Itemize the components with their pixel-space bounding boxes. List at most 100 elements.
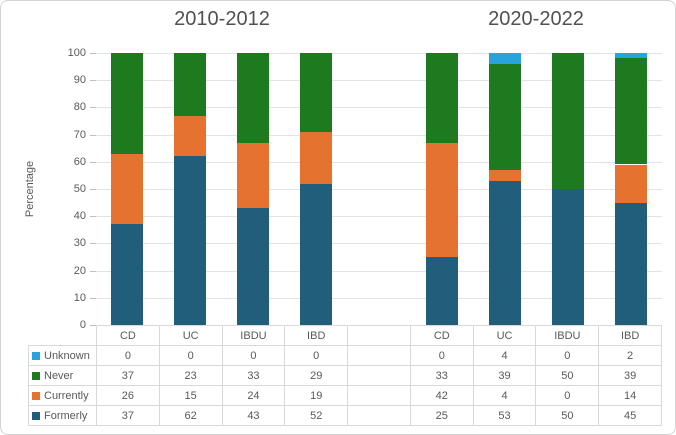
table-header-cell: IBD <box>599 326 662 346</box>
bar-segment-formerly <box>488 180 521 325</box>
y-tick-label: 20 <box>73 264 86 277</box>
bar-segment-never <box>551 53 584 189</box>
table-value-cell: 26 <box>97 386 160 406</box>
gridline <box>96 270 662 272</box>
legend-item-label: Formerly <box>44 409 88 422</box>
axis-tick <box>90 216 96 218</box>
bar-segment-currently <box>488 170 521 181</box>
bar-segment-unknown <box>614 53 647 59</box>
legend-item-label: Currently <box>44 389 89 402</box>
y-tick-label: 0 <box>79 319 86 331</box>
group-title-left: 2010-2012 <box>174 8 270 30</box>
table-value-cell: 39 <box>599 366 662 386</box>
bar-segment-never <box>425 53 458 143</box>
table-value-cell: 29 <box>285 366 349 386</box>
table-value-cell: 0 <box>285 346 349 366</box>
table-value-cell: 43 <box>222 406 286 426</box>
table-spacer-cell <box>348 366 411 386</box>
axis-tick <box>90 189 96 190</box>
legend-item-label: Unknown <box>44 349 90 362</box>
table-value-cell: 4 <box>473 346 537 366</box>
table-header-cell: IBD <box>285 326 349 346</box>
bar-segment-currently <box>237 142 270 209</box>
axis-tick <box>90 243 96 245</box>
gridline <box>96 80 662 82</box>
axis-tick <box>90 53 96 54</box>
legend-color-swatch <box>32 391 40 400</box>
axis-tick <box>90 134 96 136</box>
table-value-cell: 0 <box>97 346 160 366</box>
table-value-cell: 25 <box>410 406 474 426</box>
table-value-cell: 14 <box>599 386 662 406</box>
gridline <box>96 189 662 190</box>
data-table: CD UC IBDU IBD CD UC IBDU IBD 0 0 0 0 0 4 0 2 37 23 33 29 33… <box>96 325 662 426</box>
axis-tick <box>90 270 96 272</box>
bar-segment-formerly <box>614 202 647 325</box>
table-value-cell: 50 <box>536 406 600 426</box>
y-tick-label: 60 <box>73 155 86 168</box>
gridline <box>96 161 662 163</box>
y-tick-label: 90 <box>73 74 86 87</box>
gridline <box>96 297 662 299</box>
legend-item-unknown: Unknown <box>29 346 96 366</box>
y-tick-label: 100 <box>67 47 86 59</box>
table-value-cell: 19 <box>285 386 349 406</box>
table-header-cell: IBDU <box>222 326 286 346</box>
bar-segment-never <box>111 53 144 154</box>
table-value-cell: 37 <box>97 406 160 426</box>
legend-color-swatch <box>32 411 40 420</box>
table-value-cell: 39 <box>473 366 537 386</box>
table-value-cell: 62 <box>159 406 223 426</box>
table-value-cell: 23 <box>159 366 223 386</box>
table-header-cell: CD <box>410 326 474 346</box>
group-title-right: 2020-2022 <box>488 8 584 30</box>
bar-segment-currently <box>174 115 207 157</box>
bar-segment-never <box>614 58 647 165</box>
table-spacer-cell <box>348 346 411 366</box>
gridline <box>96 134 662 136</box>
bar-segment-never <box>488 63 521 170</box>
table-header-cell: UC <box>473 326 537 346</box>
table-value-cell: 50 <box>536 366 600 386</box>
y-tick-label: 30 <box>73 237 86 250</box>
table-value-cell: 4 <box>473 386 537 406</box>
axis-tick <box>90 161 96 163</box>
legend-column: Unknown Never Currently Formerly <box>28 345 96 426</box>
gridline <box>96 53 662 54</box>
y-tick-label: 50 <box>73 183 86 195</box>
table-value-cell: 15 <box>159 386 223 406</box>
table-header-cell: IBDU <box>536 326 600 346</box>
table-spacer-cell <box>348 406 411 426</box>
axis-tick <box>90 325 96 326</box>
table-value-cell: 2 <box>599 346 662 366</box>
table-spacer-cell <box>348 326 411 346</box>
table-value-cell: 0 <box>222 346 286 366</box>
bar-segment-currently <box>425 142 458 257</box>
table-spacer-cell <box>348 386 411 406</box>
table-header-cell: UC <box>159 326 223 346</box>
bar-segment-currently <box>300 131 333 184</box>
legend-color-swatch <box>32 371 40 380</box>
y-tick-label: 70 <box>73 128 86 141</box>
bar-segment-formerly <box>300 183 333 325</box>
table-value-cell: 53 <box>473 406 537 426</box>
bar-segment-formerly <box>237 208 270 325</box>
table-value-cell: 0 <box>536 386 600 406</box>
table-value-cell: 42 <box>410 386 474 406</box>
table-value-cell: 0 <box>410 346 474 366</box>
y-tick-label: 40 <box>73 210 86 223</box>
table-value-cell: 33 <box>222 366 286 386</box>
axis-tick <box>90 80 96 82</box>
bar-segment-currently <box>614 164 647 203</box>
axis-tick <box>90 107 96 109</box>
table-value-cell: 24 <box>222 386 286 406</box>
bar-segment-never <box>300 53 333 132</box>
table-value-cell: 52 <box>285 406 349 426</box>
legend-item-label: Never <box>44 369 74 382</box>
table-value-cell: 0 <box>536 346 600 366</box>
bar-segment-formerly <box>551 189 584 325</box>
bar-segment-currently <box>111 153 144 225</box>
gridline <box>96 243 662 245</box>
